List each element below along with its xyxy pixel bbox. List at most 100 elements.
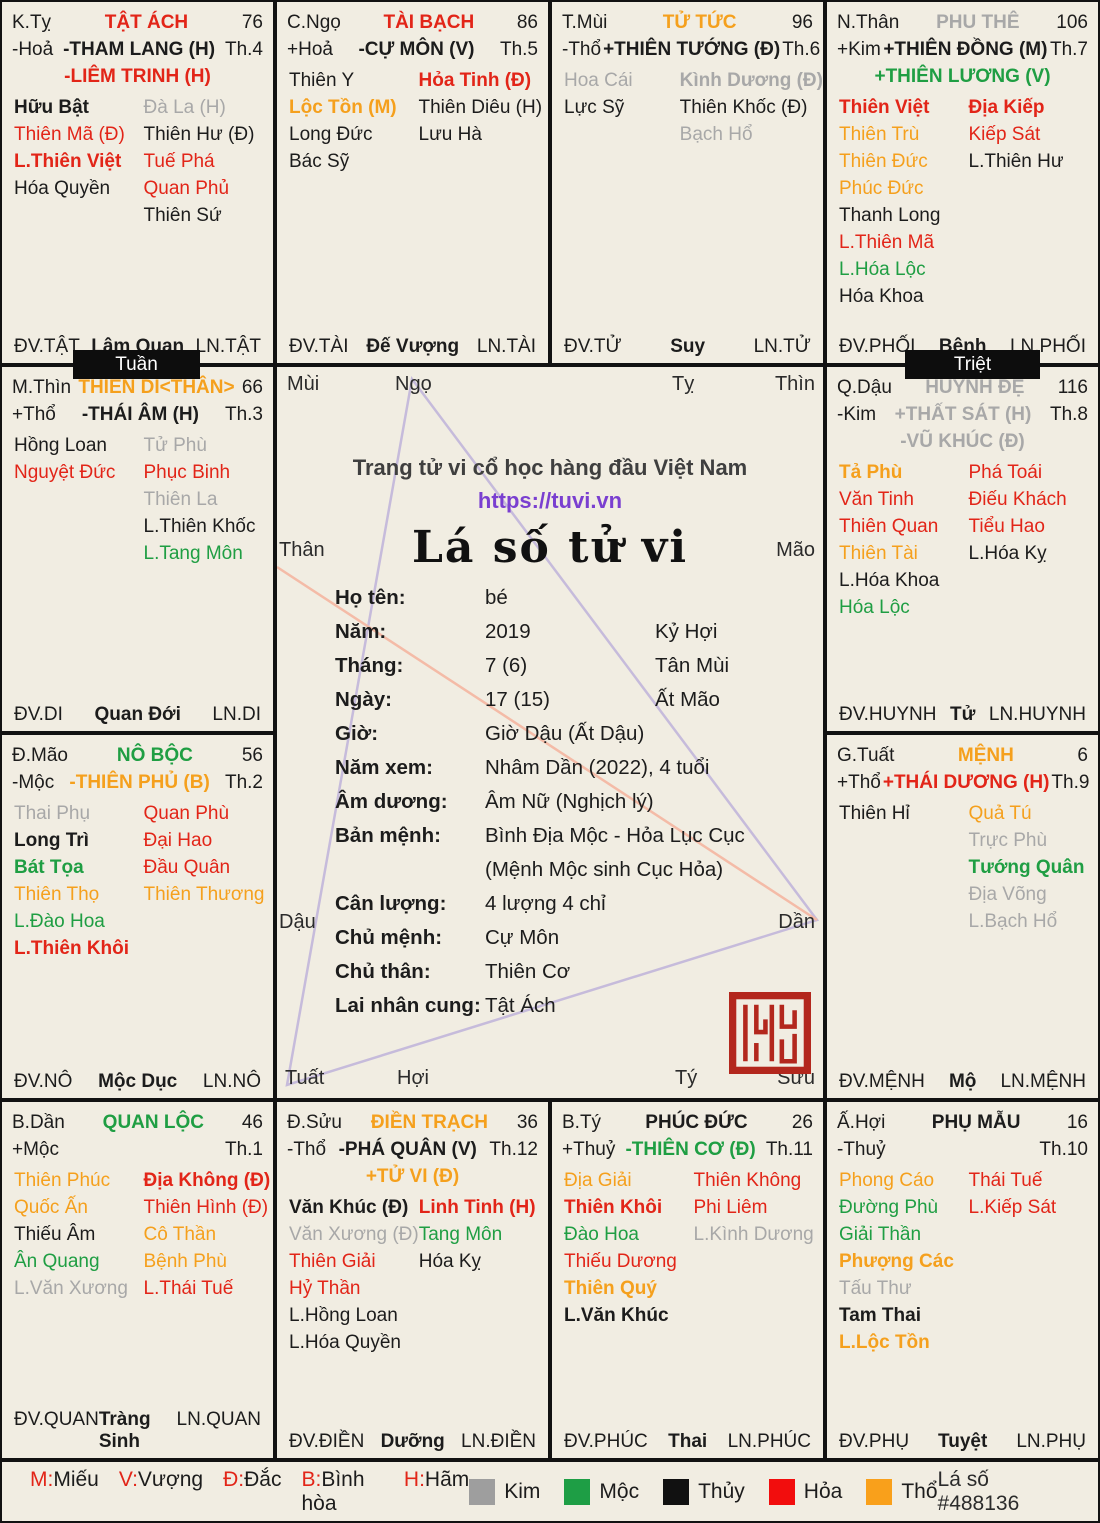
star-label: Thiếu Âm <box>14 1224 96 1245</box>
brightness-key: H: <box>403 1467 425 1491</box>
star-label: L.Thiên Hư <box>968 151 1064 172</box>
star-label: Kiếp Sát <box>968 124 1041 145</box>
th-label: Th.5 <box>499 39 538 60</box>
star-label: Tấu Thư <box>839 1278 912 1299</box>
palace-name: ĐIỀN TRẠCH <box>370 1112 488 1133</box>
life-stage: Suy <box>670 336 706 357</box>
info-extra: Tân Mùi <box>655 654 730 677</box>
palace-name: HUYNH ĐỆ <box>925 377 1025 398</box>
star-label: L.Thái Tuế <box>143 1278 234 1299</box>
star-label: L.Thiên Việt <box>14 151 122 172</box>
star-label: Hữu Bật <box>14 97 89 118</box>
branch-label: B.Tý <box>562 1112 602 1133</box>
star-label: Hồng Loan <box>14 435 107 456</box>
element-label: Thổ <box>901 1479 938 1503</box>
branch-label: T.Mùi <box>562 12 608 33</box>
star-label: Bệnh Phù <box>143 1251 227 1272</box>
site-url-link[interactable]: https://tuvi.vn <box>477 488 623 513</box>
branch-label: C.Ngọ <box>287 12 341 33</box>
palace-cell-menh: G.Tuất MỆNH 6 +Thổ +THÁI DƯƠNG (H) Th.9 Thiê… <box>825 733 1100 1100</box>
dv-label: ĐV.TẬT <box>14 336 80 357</box>
star-label: Thiên Tài <box>839 543 918 564</box>
star-label: Thiên Việt <box>839 97 930 118</box>
palace-number: 66 <box>241 377 263 398</box>
ln-label: LN.NÔ <box>202 1071 261 1092</box>
star-label: Phong Cáo <box>839 1170 935 1191</box>
info-label: Họ tên: <box>335 586 406 609</box>
star-column-right: Tử Phù Phục Binh Thiên La L.Thiên Khốc L.Tan… <box>144 432 274 567</box>
info-extra <box>655 819 729 853</box>
main-star: -THAM LANG (H) <box>63 39 216 60</box>
star-column-left: Phong Cáo Đường Phù Giải Thần Phượng Các Tấu… <box>839 1167 969 1356</box>
star-column-right: Đà La (H) Thiên Hư (Đ) Tuế Phá Quan Phủ Thiê… <box>144 94 274 229</box>
star-label: Thiên Giải <box>289 1251 376 1272</box>
main-star: +THÁI DƯƠNG (H) <box>882 772 1050 793</box>
branch-corner-hoi: Hợi <box>397 1067 430 1089</box>
info-value: Thiên Cơ <box>485 960 571 983</box>
star-label: Hỷ Thần <box>289 1278 361 1299</box>
palace-cell-no-boc: Đ.Mão NÔ BỘC 56 -Mộc -THIÊN PHỦ (B) Th.2 Tha… <box>0 733 275 1100</box>
star-label: Hóa Quyền <box>14 178 111 199</box>
info-value: Bình Địa Mộc - Hỏa Lục Cục <box>485 824 745 847</box>
life-stage: Quan Đới <box>94 704 181 725</box>
info-value: Cự Môn <box>485 926 560 949</box>
main-star-2: +THIÊN LƯƠNG (V) <box>874 66 1051 87</box>
info-label: Chủ thân: <box>335 960 431 983</box>
branch-corner-ti: Tý <box>675 1067 698 1089</box>
info-extra <box>655 717 729 751</box>
site-tagline: Trang tử vi cổ học hàng đầu Việt Nam <box>352 455 748 480</box>
info-value: (Mệnh Mộc sinh Cục Hỏa) <box>485 858 724 881</box>
element-label: +Thuỷ <box>562 1139 616 1160</box>
ln-label: LN.TẬT <box>195 336 261 357</box>
dv-label: ĐV.DI <box>14 704 63 725</box>
life-stage: Tử <box>950 704 976 725</box>
palace-number: 16 <box>1066 1112 1088 1133</box>
palace-number: 36 <box>516 1112 538 1133</box>
triet-badge: Triệt <box>905 350 1040 379</box>
star-label: Điếu Khách <box>968 489 1067 510</box>
ln-label: LN.MỆNH <box>1000 1071 1086 1092</box>
star-column-right: Địa Không (Đ) Thiên Hình (Đ) Cô Thần Bệnh P… <box>144 1167 274 1302</box>
main-star <box>61 1136 223 1163</box>
moc-swatch <box>564 1478 591 1505</box>
star-label: Quốc Ấn <box>14 1197 88 1218</box>
star-label: Phục Binh <box>143 462 231 483</box>
dv-label: ĐV.MỆNH <box>839 1071 925 1092</box>
element-label: -Mộc <box>12 772 55 793</box>
main-star: +THẤT SÁT (H) <box>894 404 1032 425</box>
th-label: Th.8 <box>1049 404 1088 425</box>
star-label: Thiên Mã (Đ) <box>14 124 125 145</box>
star-label: Đầu Quân <box>143 857 231 878</box>
info-label: Năm xem: <box>335 756 433 779</box>
star-label: Thiên Đức <box>839 151 928 172</box>
star-label: Hỏa Tinh (Đ) <box>418 70 532 91</box>
star-label: Đào Hoa <box>564 1224 639 1245</box>
th-label: Th.1 <box>224 1139 263 1160</box>
star-column-left: Thiên Việt Thiên Trù Thiên Đức Phúc Đức Than… <box>839 94 969 310</box>
star-label: Phượng Các <box>839 1251 954 1272</box>
star-label: Đà La (H) <box>143 97 226 118</box>
star-column-left: Thiên Y Lộc Tồn (M) Long Đức Bác Sỹ <box>289 67 419 175</box>
ln-label: LN.DI <box>212 704 261 725</box>
star-label: Quả Tú <box>968 803 1032 824</box>
branch-corner-ngo: Ngọ <box>395 373 432 395</box>
star-label: Địa Giải <box>564 1170 632 1191</box>
palace-name: TÀI BẠCH <box>383 12 475 33</box>
star-label: Hoa Cái <box>564 70 633 91</box>
star-label: Tử Phù <box>143 435 207 456</box>
star-label: Văn Xương (Đ) <box>289 1224 419 1245</box>
dv-label: ĐV.HUYNH <box>839 704 937 725</box>
branch-label: Ấ.Hợi <box>837 1112 886 1133</box>
star-label: Thiên La <box>143 489 218 510</box>
star-column-left: Địa Giải Thiên Khôi Đào Hoa Thiếu Dương Thiê… <box>564 1167 694 1329</box>
brightness-label: Bình hòa <box>301 1467 365 1515</box>
main-star: -THÁI ÂM (H) <box>81 404 199 425</box>
main-star-2: +TỬ VI (Đ) <box>365 1166 460 1187</box>
palace-name: TỬ TỨC <box>662 12 737 33</box>
legend-brightness-item: M:Miếu <box>30 1468 99 1516</box>
palace-number: 46 <box>241 1112 263 1133</box>
palace-number: 26 <box>791 1112 813 1133</box>
palace-cell-tai-bach: C.Ngọ TÀI BẠCH 86 +Hoả -CỰ MÔN (V) Th.5 Thiê… <box>275 0 550 365</box>
star-column-right: Hỏa Tinh (Đ) Thiên Diêu (H) Lưu Hà <box>419 67 549 175</box>
star-column-right: Quan Phù Đại Hao Đầu Quân Thiên Thương <box>144 800 274 962</box>
